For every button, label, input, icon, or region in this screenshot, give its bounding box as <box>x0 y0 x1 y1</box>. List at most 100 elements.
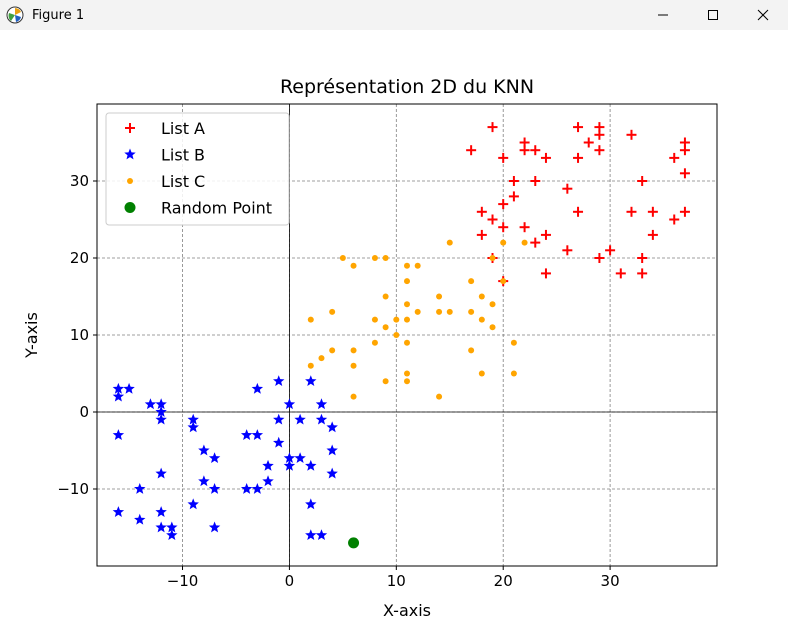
list-c-point <box>468 308 475 315</box>
legend-marker-list-c <box>127 178 133 184</box>
list-c-point <box>404 378 410 385</box>
close-icon <box>757 9 769 21</box>
legend-marker-list-a <box>125 123 135 133</box>
maximize-button[interactable] <box>688 0 738 30</box>
list-b-point <box>166 529 178 541</box>
list-c-point <box>329 308 336 315</box>
list-a-point <box>476 229 487 240</box>
list-c-point <box>371 339 378 346</box>
scatter-chart: −10 0 10 20 30 −10 0 10 20 30 Représentation 2D du… <box>22 76 718 620</box>
list-a-point <box>669 152 680 163</box>
legend-label-list-a: List A <box>161 119 205 138</box>
list-b-point <box>198 475 210 487</box>
list-b-point <box>208 483 221 494</box>
list-c-point <box>339 255 346 261</box>
list-b-point <box>187 498 199 510</box>
x-tick-label: 10 <box>387 572 406 590</box>
list-b-point <box>198 444 210 456</box>
list-a-point <box>540 229 551 240</box>
list-a-point <box>637 176 648 186</box>
window-title: Figure 1 <box>32 7 85 23</box>
list-b-point <box>187 421 199 433</box>
minimize-icon <box>658 14 668 16</box>
list-b-point <box>273 375 285 387</box>
y-axis-label: Y-axis <box>22 312 41 359</box>
y-tick-label: −10 <box>57 480 89 498</box>
list-b-point <box>240 483 253 494</box>
y-tick-label: 30 <box>70 172 89 190</box>
list-c-point <box>404 278 410 285</box>
list-a-point <box>519 145 530 156</box>
list-a-point <box>540 268 551 279</box>
list-c-point <box>500 278 507 285</box>
list-c-point <box>489 255 496 261</box>
list-c-point <box>350 347 357 354</box>
x-tick-label: 0 <box>285 572 295 590</box>
list-b-point <box>112 390 125 402</box>
list-c-point <box>350 393 357 400</box>
list-c-point <box>414 308 421 315</box>
list-a-point <box>669 214 680 225</box>
legend-marker-random-point <box>124 202 136 213</box>
list-c-point <box>382 293 389 300</box>
window-titlebar: Figure 1 <box>0 0 788 30</box>
list-c-point <box>404 339 410 346</box>
list-a-point <box>530 145 541 156</box>
list-a-point <box>498 199 509 210</box>
legend-label-random-point: Random Point <box>161 199 272 218</box>
list-b-point <box>294 452 306 464</box>
list-a-point <box>466 145 477 156</box>
list-c-point <box>468 278 475 285</box>
list-c-point <box>404 316 410 323</box>
x-axis-label: X-axis <box>383 601 431 620</box>
list-b-point <box>112 506 125 517</box>
list-b-point <box>155 521 167 533</box>
list-a-point <box>573 206 584 217</box>
list-a-point <box>562 183 573 194</box>
y-tick-label: 0 <box>79 403 89 421</box>
list-b-point <box>283 459 296 471</box>
close-button[interactable] <box>738 0 788 30</box>
list-a-point <box>519 222 530 233</box>
list-a-point <box>647 229 658 240</box>
list-b-point <box>326 421 338 433</box>
list-a-point <box>508 176 519 186</box>
list-a-point <box>594 129 605 140</box>
list-c-point <box>510 370 517 377</box>
list-b-point <box>283 452 296 464</box>
list-a-point <box>679 145 690 156</box>
list-b-point <box>144 398 157 410</box>
list-c-point <box>307 362 314 369</box>
list-b-point <box>187 413 199 425</box>
chart-title: Représentation 2D du KNN <box>280 76 534 98</box>
list-a-point <box>626 129 637 140</box>
list-b-point <box>155 506 167 517</box>
random-point-point <box>348 537 360 549</box>
list-a-point <box>679 168 690 179</box>
legend-label-list-b: List B <box>161 146 205 165</box>
list-b-point <box>166 521 178 533</box>
list-c-point <box>350 362 357 369</box>
list-a-point <box>487 122 498 133</box>
list-c-point <box>382 324 389 331</box>
list-b-point <box>240 429 253 440</box>
list-a-point <box>679 206 690 217</box>
list-a-point <box>498 222 509 233</box>
list-c-point <box>478 293 485 300</box>
list-c-point <box>436 393 443 400</box>
list-b-point <box>123 382 135 394</box>
list-c-point <box>478 316 485 323</box>
list-a-point <box>540 152 551 163</box>
list-b-point <box>262 475 274 487</box>
list-c-point <box>371 255 378 261</box>
x-tick-label: 20 <box>494 572 513 590</box>
legend: List A List B List C Random Point <box>105 112 290 226</box>
list-c-point <box>329 347 336 354</box>
list-b-point <box>262 459 274 471</box>
list-a-point <box>530 237 541 248</box>
list-c-point <box>393 316 400 323</box>
minimize-button[interactable] <box>638 0 688 30</box>
list-a-point <box>605 245 616 256</box>
maximize-icon <box>708 10 718 20</box>
list-a-point <box>583 137 594 148</box>
